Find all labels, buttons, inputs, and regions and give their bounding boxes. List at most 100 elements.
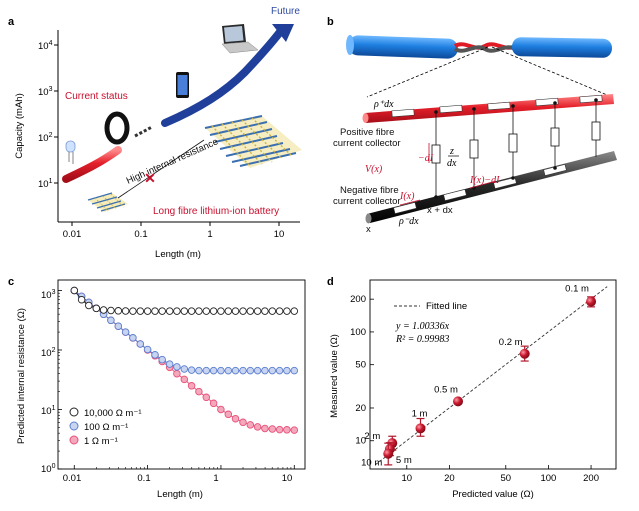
legend-marker-pink	[69, 435, 79, 445]
panel-a-yticks: 101 102 103 104	[38, 40, 58, 190]
data-point-blue	[158, 355, 166, 364]
data-point-pink	[246, 421, 255, 429]
smart-band-icon	[104, 111, 130, 145]
data-point-black	[202, 307, 211, 315]
panel-c-legend: 10,000 Ω m⁻¹ 100 Ω m⁻¹ 1 Ω m⁻¹	[69, 407, 142, 447]
data-point-black	[209, 307, 218, 315]
led-icon	[65, 140, 76, 164]
panel-c-frame	[57, 279, 306, 470]
long-fibre-label: Long fibre lithium-ion battery	[153, 206, 279, 217]
data-point-black	[180, 307, 189, 315]
data-point-blue	[114, 322, 123, 330]
panel-a-xtick-label: 0.1	[134, 229, 147, 240]
data-point-pink	[275, 425, 284, 434]
data-point-blue	[268, 366, 277, 375]
zoom-line-left	[366, 46, 489, 98]
data-point-pink	[268, 425, 277, 433]
panel-c-xtick-label: 0.1	[137, 473, 150, 484]
phone-icon	[176, 72, 189, 98]
data-point-black	[77, 295, 86, 304]
data-point-black	[275, 307, 284, 315]
panel-a-letter: a	[8, 16, 15, 28]
panel-d-frame	[369, 279, 617, 470]
negative-collector	[365, 151, 617, 224]
panel-d-ytick-label: 200	[350, 294, 366, 305]
panel-c-xtick-label: 10	[282, 473, 293, 484]
data-point-blue	[275, 366, 284, 375]
data-point-blue	[195, 366, 203, 375]
data-point-blue	[246, 366, 255, 375]
panel-a: a 101 102 103 104 0.01 0.1 1 10 Capacity…	[8, 6, 302, 260]
data-point-pink	[217, 405, 225, 414]
data-point-pink	[224, 410, 233, 419]
data-point-pink	[283, 426, 291, 434]
data-point-black	[253, 307, 262, 315]
data-point-blue	[202, 366, 211, 375]
panel-c-xlabel: Length (m)	[157, 489, 203, 500]
point-label: 1 m	[412, 408, 428, 419]
legend-label: 10,000 Ω m⁻¹	[84, 408, 142, 419]
data-point-blue	[290, 366, 299, 375]
ix-di-arrow	[469, 180, 497, 189]
panel-d-ytick-label: 50	[355, 360, 366, 371]
scaleup-line	[117, 139, 205, 199]
fit-r2: R² = 0.99983	[395, 334, 449, 345]
future-arrowhead	[272, 24, 294, 42]
positive-collector	[362, 94, 614, 123]
data-point-blue	[173, 363, 181, 371]
data-point-black	[92, 304, 101, 313]
data-point-blue	[217, 366, 225, 375]
positive-collector-label-2: current collector	[333, 138, 401, 149]
data-point-pink	[261, 424, 269, 433]
ix-minus-di-label: I(x)−dI	[469, 175, 500, 186]
high-resistance-label: High internal resistance	[125, 136, 220, 186]
data-point-pink	[180, 375, 189, 384]
data-point-pink	[209, 399, 218, 408]
negative-collector-label-2: current collector	[333, 196, 401, 207]
data-point	[586, 296, 597, 307]
legend-marker-black	[69, 407, 79, 417]
fitted-line-label: Fitted line	[426, 301, 467, 312]
data-point-black	[173, 307, 181, 315]
data-point-blue	[239, 366, 247, 375]
positive-collector-label-1: Positive fibre	[340, 127, 394, 138]
legend-label: 100 Ω m⁻¹	[84, 422, 128, 433]
data-point-black	[290, 307, 299, 315]
panel-a-xtick-label: 10	[274, 229, 285, 240]
panel-d-ytick-label: 100	[350, 327, 366, 338]
data-point-black	[261, 307, 269, 315]
panel-d: d 10 10 20 20 50 50 100 100 200 200 0.1 m 0.2 m 0.5 …	[327, 276, 617, 500]
vx-label: V(x)	[365, 164, 383, 175]
panel-c-xtick-label: 1	[213, 473, 218, 484]
panel-b-letter: b	[327, 16, 334, 28]
fibre-textile-large	[204, 115, 302, 168]
panel-d-xtick-label: 100	[540, 473, 556, 484]
data-point-pink	[173, 369, 181, 378]
data-point-black	[195, 307, 203, 315]
panel-c: c 103 102 101 100 0.01 0.1 1 10 Predicte…	[8, 276, 306, 500]
data-point-black	[239, 307, 247, 315]
panel-a-xticks: 0.01 0.1 1 10	[63, 222, 285, 240]
zoom-line-right	[491, 46, 613, 98]
panel-c-ytick-label: 101	[41, 405, 56, 417]
legend-label: 1 Ω m⁻¹	[84, 436, 118, 447]
data-point	[415, 423, 426, 434]
data-point-blue	[151, 351, 159, 359]
data-point	[383, 448, 394, 459]
data-point-black	[70, 286, 79, 295]
current-status-label: Current status	[65, 91, 128, 102]
point-label: 0.5 m	[434, 384, 458, 395]
point-label: 0.1 m	[565, 284, 589, 295]
data-point-pink	[187, 382, 196, 390]
panel-c-ticks: 103 102 101 100 0.01 0.1 1 10	[41, 289, 292, 484]
panel-a-ytick-label: 103	[38, 86, 53, 98]
laptop-icon	[221, 24, 259, 54]
panel-a-ytick-label: 101	[38, 178, 53, 190]
z-den: dx	[447, 158, 457, 169]
data-point-black	[99, 306, 108, 314]
panel-d-xlabel: Predicted value (Ω)	[452, 489, 534, 500]
data-point-black	[121, 307, 130, 315]
point-label: 10 m	[361, 458, 382, 469]
data-point-black	[129, 307, 137, 315]
